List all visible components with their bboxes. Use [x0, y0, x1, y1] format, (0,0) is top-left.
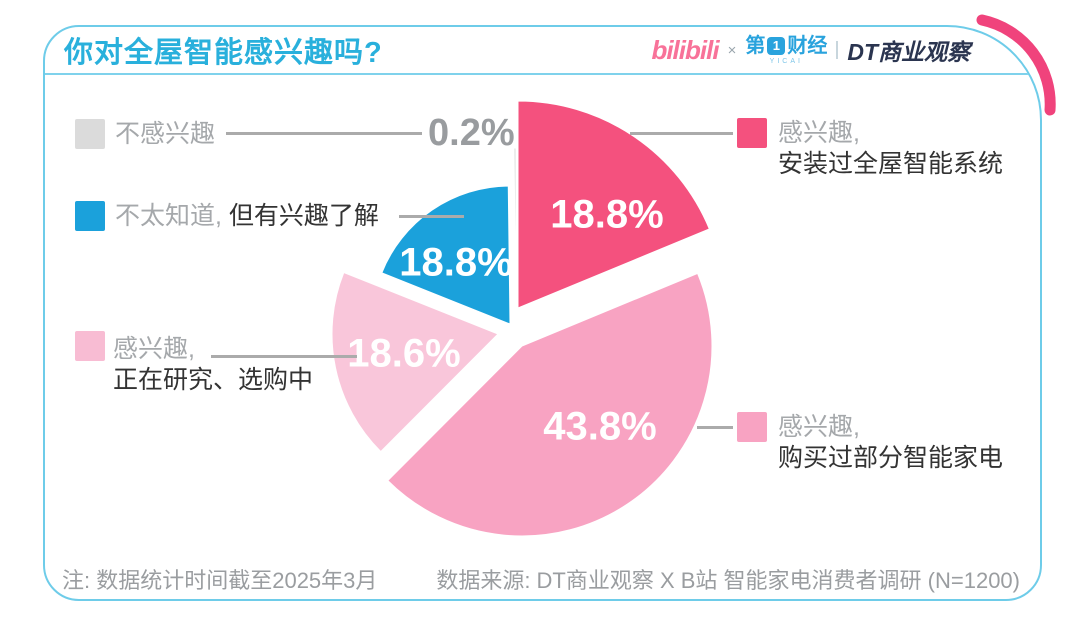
legend-label-prefix: 不太知道,: [115, 202, 222, 230]
logo-separator: [836, 41, 839, 59]
leader-line-bought: [697, 426, 733, 429]
legend-label-prefix: 感兴趣,: [778, 119, 860, 147]
legend-label-rest: 但有兴趣了解: [221, 202, 379, 230]
slice-percent-label: 18.6%: [347, 331, 461, 376]
legend-label-researching: 感兴趣, 正在研究、选购中: [113, 334, 313, 396]
legend-label-rest: 购买过部分智能家电: [778, 444, 1004, 472]
legend-label-dont-know: 不太知道, 但有兴趣了解: [115, 201, 379, 232]
legend-label-bought: 感兴趣, 购买过部分智能家电: [778, 412, 1003, 474]
chart-card: 你对全屋智能感兴趣吗? bilibili × 第 1 财经 YICAI DT商业…: [43, 25, 1042, 601]
legend-label-rest: 正在研究、选购中: [113, 366, 314, 394]
card-header: 你对全屋智能感兴趣吗? bilibili × 第 1 财经 YICAI DT商业…: [45, 27, 1040, 75]
leader-line-installed: [630, 132, 733, 135]
slice-percent-label: 18.8%: [399, 240, 513, 285]
yicai-logo-left: 第: [745, 34, 766, 57]
yicai-logo-right: 财经: [787, 34, 828, 57]
yicai-logo-box: 1: [767, 36, 786, 55]
slice-percent-label: 18.8%: [550, 192, 664, 237]
legend-label-rest: 安装过全屋智能系统: [778, 150, 1004, 178]
footer-note: 注: 数据统计时间截至2025年3月: [62, 568, 378, 593]
bilibili-logo: bilibili: [651, 34, 719, 65]
legend-label-prefix: 感兴趣,: [778, 413, 860, 441]
logo-row: bilibili × 第 1 财经 YICAI DT商业观察: [651, 33, 970, 67]
legend-swatch-installed: [737, 118, 767, 148]
legend-swatch-dont-know: [75, 201, 105, 231]
yicai-logo-subtext: YICAI: [769, 57, 803, 65]
legend-label-prefix: 感兴趣,: [113, 335, 195, 363]
slice-percent-label: 43.8%: [543, 404, 657, 449]
leader-line-not-interested: [226, 132, 422, 135]
legend-label-installed: 感兴趣, 安装过全屋智能系统: [778, 118, 1003, 180]
cross-icon: ×: [727, 41, 737, 59]
legend-swatch-bought: [737, 412, 767, 442]
legend-swatch-researching: [75, 331, 105, 361]
leader-line-researching: [211, 355, 357, 358]
yicai-logo: 第 1 财经 YICAI: [745, 36, 827, 65]
legend-label-not-interested: 不感兴趣: [115, 120, 216, 148]
footer-source: 数据来源: DT商业观察 X B站 智能家电消费者调研 (N=1200): [436, 568, 1020, 593]
page-title: 你对全屋智能感兴趣吗?: [64, 37, 383, 69]
legend-swatch-not-interested: [75, 119, 105, 149]
leader-line-dont-know: [399, 215, 464, 218]
dt-logo: DT商业观察: [847, 39, 970, 65]
percent-not-interested: 0.2%: [428, 112, 515, 154]
